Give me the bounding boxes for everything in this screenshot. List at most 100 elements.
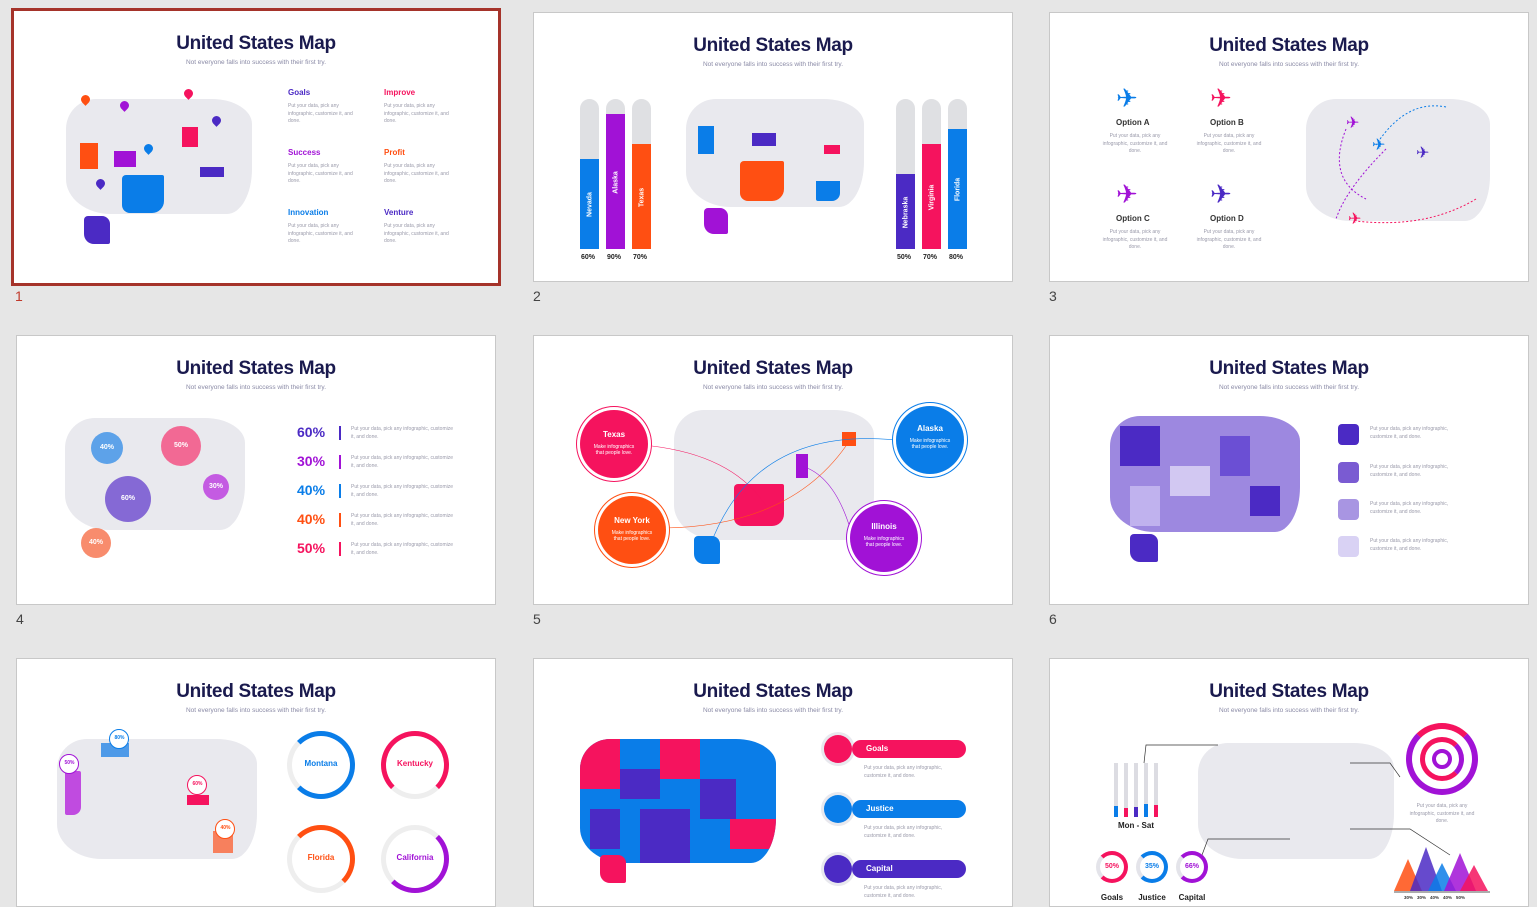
pin-label: 60% [192,781,203,787]
state-bubble-new-york [598,496,666,564]
row-percent: 40% [297,482,326,498]
pill-goals: Goals [852,740,966,758]
state-nebraska [114,151,136,167]
row-desc: Put your data, pick any infographic, cus… [351,513,453,527]
row-divider [339,426,341,440]
state-virginia [824,145,840,154]
slide-thumbnail-3[interactable]: United States Map Not everyone falls int… [1049,12,1529,282]
slide-thumbnail-6[interactable]: United States Map Not everyone falls int… [1049,335,1529,605]
money-icon [824,855,852,883]
triangle-tick: 30% [1404,895,1414,900]
bar-label: Nevada [586,192,593,217]
triangle-chart [1394,847,1490,893]
bar-virginia: Virginia [922,99,941,249]
row-divider [339,542,341,556]
triangle-tick: 40% [1430,895,1440,900]
slide-subtitle: Not everyone falls into success with the… [702,61,844,68]
bar-percent: 60% [581,254,596,261]
target-desc: Put your data, pick any infographic, cus… [1409,803,1475,824]
legend-desc: Put your data, pick any infographic, cus… [1370,538,1449,552]
donut-percent: 35% [1144,863,1159,870]
mini-bar [1114,763,1118,817]
label-success: Success [288,148,321,157]
percent-pin [59,754,79,774]
slide-thumbnail-9[interactable]: United States Map Not everyone falls int… [1049,658,1529,907]
percent-pin [215,819,235,839]
legend-desc: Put your data, pick any infographic, cus… [1370,464,1449,478]
slide-subtitle: Not everyone falls into success with the… [185,384,327,391]
slide-thumbnail-8[interactable]: United States Map Not everyone falls int… [533,658,1013,907]
triangle-tick: 40% [1443,895,1453,900]
legend-swatch [1338,499,1359,520]
bar-label: Texas [638,187,645,207]
bars-label: Mon - Sat [1118,821,1154,830]
donut-percent: 50% [1104,863,1119,870]
slide-title: United States Map [1209,358,1369,379]
option-desc: Put your data, pick any infographic, cus… [1196,133,1262,154]
target-icon [1406,723,1478,795]
mini-bar [1154,763,1158,817]
airplane-icon: ✈ [1210,83,1232,113]
bar-percent: 80% [949,254,964,261]
slide-number: 4 [16,611,24,627]
bubble-label: 30% [208,483,223,490]
option-b-label: Option B [1210,118,1244,127]
slide-thumbnail-7[interactable]: United States Map Not everyone falls int… [16,658,496,907]
row-divider [339,484,341,498]
mini-bar [1134,763,1138,817]
donut-percent: 66% [1184,863,1199,870]
ring-label: Montana [304,759,338,768]
legend-desc: Put your data, pick any infographic, cus… [1370,426,1449,440]
slide-thumbnail-1[interactable]: United States Map Not everyone falls int… [11,8,501,286]
slide-thumbnail-4[interactable]: United States Map Not everyone falls int… [16,335,496,605]
slide-subtitle: Not everyone falls into success with the… [702,384,844,391]
bubble-title: Illinois [871,522,897,531]
label-profit: Profit [384,148,405,157]
slide-subtitle: Not everyone falls into success with the… [702,707,844,714]
option-desc: Put your data, pick any infographic, cus… [1196,229,1262,250]
percent-pin [187,775,207,795]
pill-justice: Justice [852,800,966,818]
bubble [105,476,151,522]
airplane-icon: ✈ [1116,83,1138,113]
alaska-shape [704,208,728,234]
alaska-shape [1130,534,1158,562]
target-icon-inner [1420,737,1464,781]
pill-desc: Put your data, pick any infographic, cus… [864,765,943,779]
bar-nevada: Nevada [580,99,599,249]
state-bubble-illinois [850,504,918,572]
bubble-title: Texas [602,430,626,439]
airplane-icon: ✈ [1116,179,1138,209]
state-nevada [698,126,714,154]
row-percent: 50% [297,540,326,556]
donut-label: Capital [1178,893,1206,902]
bar-fill [632,144,651,249]
slide-number: 3 [1049,288,1057,304]
legend-swatch [1338,462,1359,483]
bar-nebraska: Nebraska [896,99,915,249]
bar-percent: 70% [633,254,648,261]
slide-title: United States Map [176,33,336,54]
slide-title: United States Map [693,681,853,702]
slide-number: 1 [15,288,23,304]
slide-thumbnail-5[interactable]: United States Map Not everyone falls int… [533,335,1013,605]
scales-icon [824,795,852,823]
bar-percent: 50% [897,254,912,261]
row-desc: Put your data, pick any infographic, cus… [351,426,453,440]
slide-number: 5 [533,611,541,627]
bubble-desc: Make infographics that people love. [593,444,635,456]
label-improve: Improve [384,88,416,97]
pin-icon [182,87,195,100]
donut-justice [1136,851,1168,883]
state-michigan [182,127,198,147]
slide-thumbnail-2[interactable]: United States Map Not everyone falls int… [533,12,1013,282]
bar-alaska: Alaska [606,99,625,249]
bar-label: Nebraska [902,196,909,228]
bar-percent: 90% [607,254,622,261]
donut-goals [1096,851,1128,883]
pill-desc: Put your data, pick any infographic, cus… [864,885,943,899]
bar-label: Alaska [612,170,619,194]
alaska-shape [694,536,720,564]
bubble-desc: Make infographics that people love. [909,438,951,450]
option-c-label: Option C [1116,214,1150,223]
